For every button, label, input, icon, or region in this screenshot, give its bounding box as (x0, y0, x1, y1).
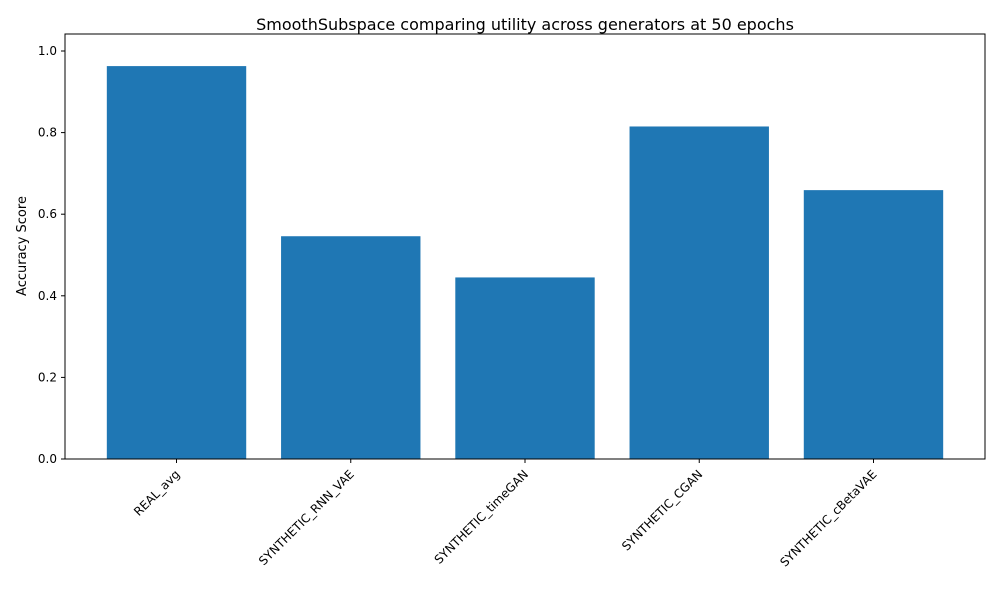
bars-group (106, 66, 944, 460)
x-tick-label: SYNTHETIC_cBetaVAE (777, 467, 879, 569)
bar-synthetic-cbetavae (803, 190, 944, 460)
x-tick-label: SYNTHETIC_RNN_VAE (256, 467, 357, 568)
y-tick-label: 0.4 (38, 289, 57, 303)
y-tick-label: 0.8 (38, 126, 57, 140)
bar-synthetic-cgan (629, 126, 769, 459)
bar-real-avg (106, 66, 247, 459)
bar-synthetic-timegan (455, 277, 595, 459)
y-tick-label: 0.2 (38, 370, 57, 384)
y-axis-ticks: 0.0 0.2 0.4 0.6 0.8 1.0 (38, 44, 65, 466)
x-axis-ticks: REAL_avg SYNTHETIC_RNN_VAE SYNTHETIC_timeG… (131, 459, 880, 569)
x-tick-label: REAL_avg (131, 467, 183, 519)
chart-title: SmoothSubspace comparing utility across … (256, 15, 794, 34)
y-tick-label: 0.6 (38, 207, 57, 221)
axes-frame (64, 33, 986, 460)
y-tick-label: 0.0 (38, 452, 57, 466)
y-tick-label: 1.0 (38, 44, 57, 58)
x-tick-label: SYNTHETIC_CGAN (619, 467, 705, 553)
x-tick-label: SYNTHETIC_timeGAN (432, 467, 531, 566)
bar-synthetic-rnn-vae (281, 236, 421, 459)
y-axis-label: Accuracy Score (15, 196, 30, 296)
